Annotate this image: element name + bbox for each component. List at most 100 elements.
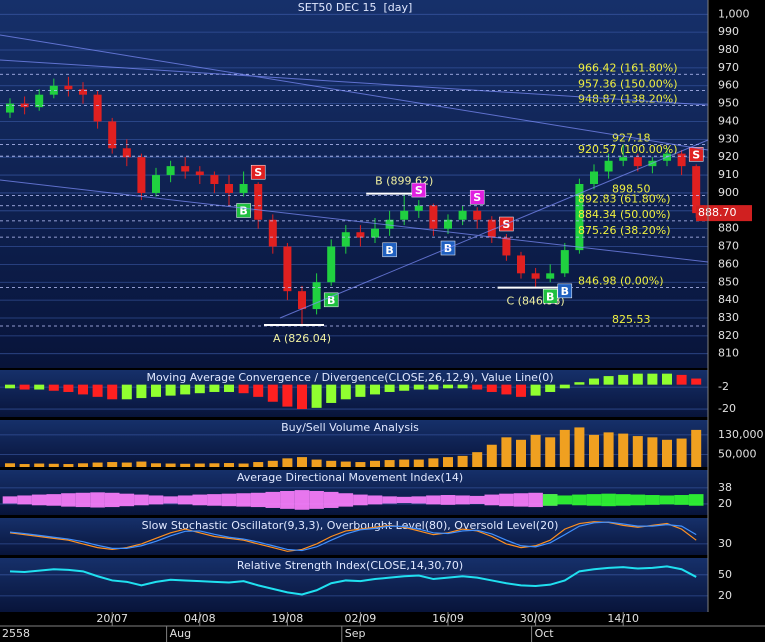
bar	[297, 457, 307, 467]
candle-body	[93, 94, 102, 122]
area-bar	[688, 494, 704, 506]
fib-label: 846.98 (0.00%)	[578, 275, 664, 288]
series-line	[9, 565, 697, 596]
signal-box	[382, 242, 397, 258]
y-tick-label: 830	[718, 311, 739, 324]
bar	[267, 384, 278, 402]
bar	[355, 462, 366, 467]
bar	[632, 373, 643, 385]
bar	[267, 460, 278, 467]
bar	[209, 384, 220, 392]
candle-body	[210, 175, 219, 184]
last-price-box	[696, 205, 752, 222]
bar	[326, 460, 337, 467]
pivot-label: A (826.04)	[273, 332, 331, 345]
y-tick-label: 990	[718, 25, 739, 38]
area-bar	[513, 493, 529, 507]
x-tick-label: 04/08	[184, 612, 216, 625]
bar	[253, 462, 264, 467]
signal-box	[542, 289, 558, 304]
x-tick-label: 14/10	[607, 612, 639, 625]
candle-body	[385, 219, 394, 229]
area-bar	[455, 495, 470, 505]
area-bar	[323, 491, 339, 508]
panel-background	[0, 470, 708, 515]
bar	[5, 463, 15, 467]
bar	[530, 384, 541, 396]
candle-body	[79, 89, 87, 95]
bar	[194, 384, 205, 394]
year-label: 2558	[2, 627, 30, 640]
area-bar	[61, 493, 76, 507]
y-tick-label: 950	[718, 97, 739, 110]
bar	[428, 384, 439, 390]
bar	[589, 434, 599, 467]
signal-label: S	[415, 184, 423, 197]
area-bar	[236, 493, 251, 507]
trendline	[0, 34, 709, 151]
area-bar	[119, 493, 135, 507]
candle-body	[619, 157, 628, 161]
signal-label: S	[502, 218, 510, 231]
bar	[34, 463, 45, 467]
y-tick-label: 30	[718, 537, 732, 550]
x-tick-label: 30/09	[520, 612, 552, 625]
bar	[413, 384, 424, 390]
y-tick-label: 130,000	[718, 428, 764, 441]
area-bar	[586, 494, 602, 506]
candle-body	[429, 205, 438, 229]
y-tick-label: 980	[718, 43, 739, 56]
area-bar	[440, 495, 456, 505]
candle-body	[444, 219, 452, 229]
area-bar	[615, 494, 631, 506]
bar	[326, 384, 337, 403]
bar	[253, 384, 264, 397]
fib-label: 892.83 (61.80%)	[578, 193, 671, 206]
bar	[311, 459, 322, 467]
area-bar	[17, 495, 32, 505]
signal-label: B	[561, 285, 569, 298]
area-bar	[265, 491, 281, 508]
bar	[151, 463, 161, 467]
bar	[63, 464, 74, 467]
bar	[165, 463, 176, 467]
panel-title: Relative Strength Index(CLOSE,14,30,70)	[237, 559, 463, 572]
candle-body	[356, 232, 365, 238]
y-tick-label: 50,000	[718, 448, 757, 461]
last-price-label: 888.70	[698, 206, 737, 219]
candle-body	[152, 175, 160, 193]
candle-body	[473, 210, 482, 220]
area-bar	[426, 495, 441, 505]
area-bar	[75, 492, 91, 508]
y-tick-label: 910	[718, 168, 739, 181]
panel-title: Slow Stochastic Oscillator(9,3,3), Overb…	[142, 519, 559, 532]
bar	[48, 384, 59, 391]
area-bar	[411, 496, 427, 504]
bar	[136, 461, 147, 467]
bar	[355, 384, 366, 397]
candle-body	[531, 273, 540, 279]
area-bar	[309, 491, 324, 509]
signal-label: S	[254, 166, 262, 179]
bar	[92, 384, 103, 397]
candle-body	[458, 210, 467, 220]
area-bar	[572, 494, 587, 506]
bar	[574, 382, 585, 385]
signal-label: S	[692, 148, 700, 161]
area-bar	[177, 495, 193, 505]
area-bar	[148, 495, 164, 505]
bar	[297, 384, 307, 410]
area-bar	[382, 496, 397, 504]
area-bar	[250, 492, 266, 508]
bar	[238, 384, 249, 394]
date-axis	[0, 612, 765, 642]
y-tick-label: 38	[718, 481, 732, 494]
candle-body	[239, 184, 248, 193]
y-tick-label: 870	[718, 240, 739, 253]
bar	[19, 464, 30, 467]
bar	[457, 384, 468, 389]
bar	[370, 384, 380, 395]
bar	[662, 373, 672, 385]
candle-body	[327, 246, 336, 283]
area-bar	[630, 494, 646, 506]
